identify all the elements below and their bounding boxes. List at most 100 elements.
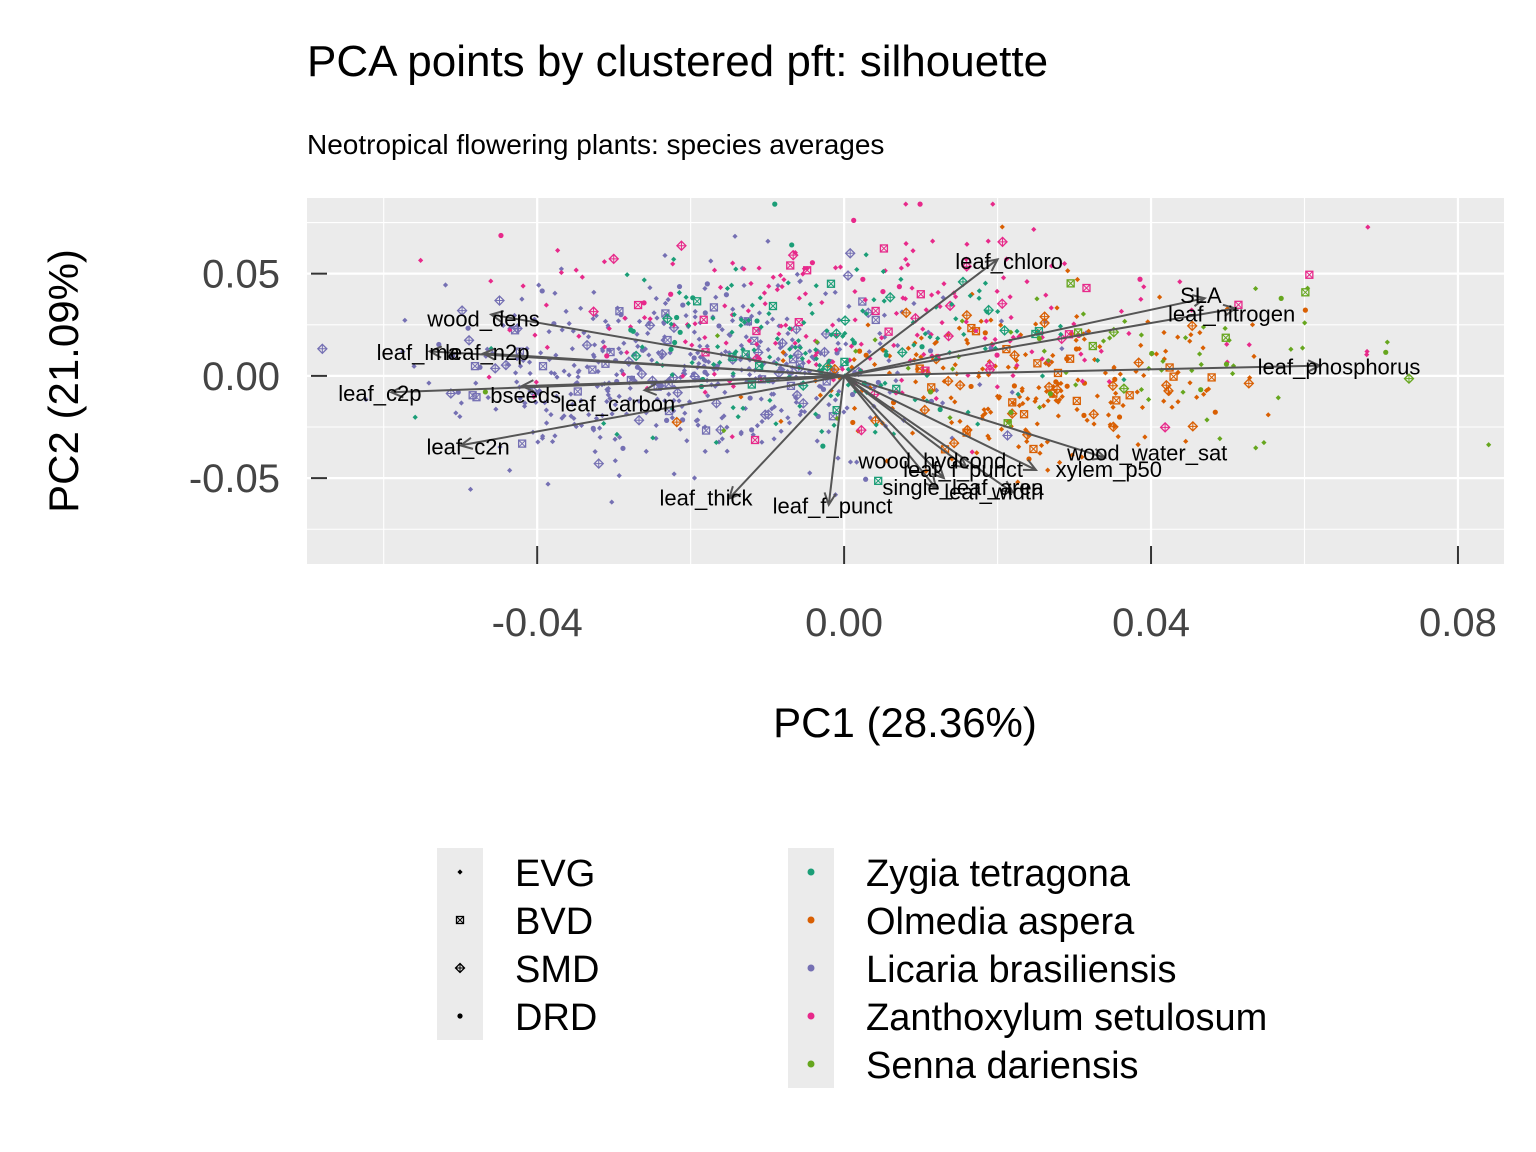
data-point bbox=[650, 435, 656, 441]
data-point bbox=[774, 336, 780, 342]
data-point bbox=[757, 339, 764, 345]
data-point bbox=[536, 388, 543, 394]
data-point bbox=[1084, 417, 1090, 423]
data-point bbox=[795, 338, 802, 344]
data-point bbox=[484, 346, 490, 352]
data-point bbox=[612, 402, 618, 408]
data-point bbox=[758, 396, 764, 402]
data-point bbox=[807, 301, 813, 307]
data-point bbox=[514, 379, 520, 385]
data-point bbox=[682, 410, 688, 416]
data-point bbox=[738, 317, 744, 323]
data-point bbox=[1158, 367, 1165, 373]
data-point bbox=[549, 438, 556, 445]
data-point bbox=[1137, 276, 1143, 282]
data-point bbox=[517, 395, 523, 402]
data-point bbox=[797, 278, 804, 284]
data-point bbox=[954, 379, 966, 391]
data-point bbox=[713, 439, 719, 446]
data-point bbox=[871, 306, 880, 316]
data-point bbox=[1074, 313, 1080, 320]
data-point bbox=[801, 319, 807, 326]
data-point bbox=[1069, 452, 1075, 458]
data-point bbox=[785, 280, 791, 286]
data-point bbox=[746, 317, 752, 323]
data-point bbox=[923, 307, 929, 313]
data-point bbox=[943, 330, 955, 342]
data-point bbox=[676, 398, 682, 404]
data-point bbox=[1016, 402, 1023, 409]
data-point bbox=[999, 224, 1005, 230]
data-point bbox=[593, 458, 605, 470]
data-point bbox=[949, 456, 955, 462]
data-point bbox=[976, 373, 982, 380]
shape-legend-key bbox=[457, 869, 463, 875]
data-point bbox=[656, 348, 668, 360]
data-point bbox=[797, 412, 803, 418]
data-point bbox=[851, 405, 858, 411]
data-point bbox=[647, 285, 653, 291]
data-point bbox=[641, 277, 647, 283]
data-point bbox=[756, 265, 762, 271]
data-point bbox=[586, 411, 592, 418]
data-point bbox=[813, 362, 819, 368]
data-point bbox=[1010, 373, 1016, 379]
data-point bbox=[711, 371, 717, 377]
data-point bbox=[740, 347, 746, 353]
data-point bbox=[786, 261, 795, 270]
data-point bbox=[879, 335, 885, 341]
data-point bbox=[1000, 275, 1007, 281]
data-point bbox=[1066, 279, 1075, 288]
data-point bbox=[735, 414, 741, 420]
data-point bbox=[659, 383, 665, 389]
data-point bbox=[1073, 382, 1079, 388]
data-point bbox=[806, 359, 812, 365]
data-point bbox=[601, 420, 607, 427]
data-point bbox=[740, 405, 746, 411]
data-point bbox=[1182, 335, 1189, 341]
data-point bbox=[1160, 358, 1166, 364]
data-point bbox=[576, 333, 582, 339]
data-point bbox=[963, 337, 970, 343]
data-point bbox=[730, 306, 736, 312]
data-point bbox=[636, 398, 642, 404]
y-axis: 0.05 0.00 -0.05 bbox=[189, 253, 327, 501]
data-point bbox=[569, 401, 575, 408]
data-point bbox=[998, 426, 1005, 432]
data-point bbox=[1163, 348, 1169, 354]
data-point bbox=[769, 316, 776, 322]
data-point bbox=[653, 422, 659, 429]
data-point bbox=[758, 324, 764, 330]
data-point bbox=[903, 201, 909, 207]
data-point bbox=[543, 407, 549, 413]
data-point bbox=[847, 357, 853, 363]
data-point bbox=[685, 300, 691, 306]
data-point bbox=[741, 266, 747, 272]
data-point bbox=[704, 281, 710, 287]
data-point bbox=[669, 372, 675, 378]
data-point bbox=[816, 383, 822, 389]
data-point bbox=[797, 397, 809, 409]
data-point bbox=[839, 315, 851, 326]
data-point bbox=[1159, 421, 1171, 433]
data-point bbox=[581, 330, 587, 336]
data-point bbox=[1061, 261, 1068, 267]
data-point bbox=[1384, 339, 1390, 345]
data-point bbox=[784, 316, 790, 322]
data-point bbox=[517, 439, 527, 448]
data-point bbox=[957, 418, 963, 424]
data-point bbox=[710, 315, 716, 321]
data-point bbox=[1032, 398, 1038, 404]
data-point bbox=[985, 433, 991, 439]
data-point bbox=[721, 428, 727, 434]
data-point bbox=[745, 308, 751, 314]
loading-arrow bbox=[481, 347, 845, 377]
data-point bbox=[796, 295, 802, 301]
data-point bbox=[1034, 421, 1040, 427]
data-point bbox=[1169, 372, 1178, 381]
data-point bbox=[749, 313, 755, 319]
data-point bbox=[743, 334, 749, 340]
color-legend-label: Licaria brasiliensis bbox=[866, 949, 1176, 991]
data-point bbox=[730, 370, 736, 377]
data-point bbox=[702, 310, 708, 316]
